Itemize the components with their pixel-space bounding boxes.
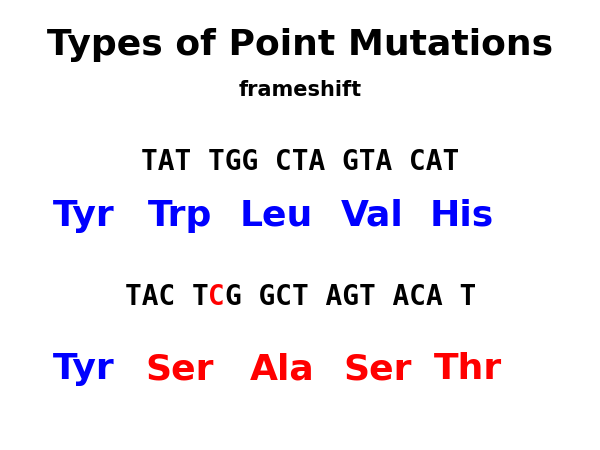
Text: Ser: Ser [344, 352, 412, 386]
Text: frameshift: frameshift [238, 80, 362, 100]
Text: Tyr: Tyr [53, 199, 115, 233]
Text: Val: Val [341, 199, 403, 233]
Text: Thr: Thr [434, 352, 502, 386]
Text: Trp: Trp [148, 199, 212, 233]
Text: His: His [430, 199, 494, 233]
Text: G GCT AGT ACA T: G GCT AGT ACA T [225, 283, 476, 311]
Text: Types of Point Mutations: Types of Point Mutations [47, 28, 553, 62]
Text: TAC T: TAC T [125, 283, 209, 311]
Text: Ser: Ser [146, 352, 214, 386]
Text: Tyr: Tyr [53, 352, 115, 386]
Text: TAT TGG CTA GTA CAT: TAT TGG CTA GTA CAT [141, 148, 459, 176]
Text: Leu: Leu [239, 199, 313, 233]
Text: Ala: Ala [250, 352, 314, 386]
Text: C: C [208, 283, 225, 311]
